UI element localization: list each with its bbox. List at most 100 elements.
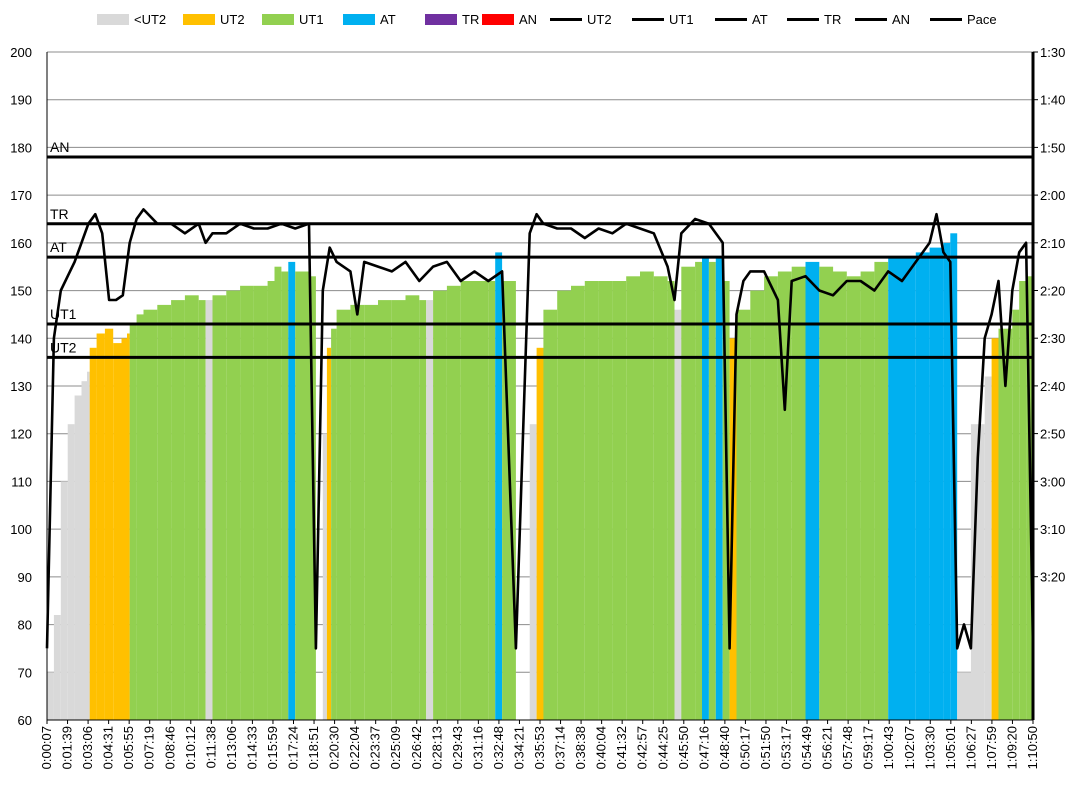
x-tick-label: 0:29:43 xyxy=(450,726,465,769)
hr-bar xyxy=(991,338,999,720)
hr-bar xyxy=(378,300,392,720)
hr-bar xyxy=(626,276,640,720)
hr-bar xyxy=(274,266,282,720)
x-tick-label: 0:50:17 xyxy=(737,726,752,769)
hr-bar xyxy=(336,309,351,720)
hr-bar xyxy=(529,424,537,720)
x-tick-label: 0:07:19 xyxy=(142,726,157,769)
x-tick-label: 1:03:30 xyxy=(922,726,937,769)
hr-bar xyxy=(212,295,227,720)
y-left-tick-label: 180 xyxy=(10,140,32,155)
hr-bar xyxy=(281,271,289,720)
y-left-tick-label: 130 xyxy=(10,379,32,394)
y-left-tick-label: 150 xyxy=(10,284,32,299)
legend-label: TR xyxy=(824,12,841,27)
x-tick-label: 0:13:06 xyxy=(224,726,239,769)
hr-bar xyxy=(998,328,1013,720)
hr-bar xyxy=(89,347,97,720)
x-tick-label: 0:18:51 xyxy=(306,726,321,769)
hr-bar xyxy=(888,257,902,720)
x-tick-label: 1:05:01 xyxy=(943,726,958,769)
hr-bar xyxy=(322,433,327,720)
hr-bar xyxy=(681,266,696,720)
hr-bar xyxy=(653,276,668,720)
hr-bar xyxy=(695,261,702,720)
x-tick-label: 0:00:07 xyxy=(39,726,54,769)
x-tick-label: 0:25:09 xyxy=(388,726,403,769)
zone-line-label: AT xyxy=(50,239,67,255)
hr-bar xyxy=(253,285,268,720)
hr-bar xyxy=(433,290,447,720)
hr-bar xyxy=(667,281,675,720)
hr-bar xyxy=(571,285,585,720)
legend-label: UT2 xyxy=(587,12,612,27)
y-right-tick-label: 3:20 xyxy=(1040,570,1065,585)
hr-bar xyxy=(715,257,723,720)
hr-bar xyxy=(1019,281,1027,720)
y-right-tick-label: 2:10 xyxy=(1040,236,1065,251)
axes: 60 70 80 90 100 110 120 130 140 150 160 170 180 190 20… xyxy=(10,45,1065,769)
x-tick-label: 1:06:27 xyxy=(963,726,978,769)
legend-swatch xyxy=(482,14,514,25)
x-tick-label: 0:37:14 xyxy=(553,726,568,769)
y-right-tick-label: 1:40 xyxy=(1040,93,1065,108)
hr-bar xyxy=(674,309,682,720)
y-left-tick-label: 60 xyxy=(18,713,32,728)
hr-bar xyxy=(708,261,716,720)
hr-bar xyxy=(136,314,144,720)
x-tick-label: 0:56:21 xyxy=(820,726,835,769)
hr-bar xyxy=(860,271,875,720)
hr-bar xyxy=(957,672,971,720)
legend-swatch xyxy=(262,14,294,25)
hr-bar xyxy=(984,376,992,720)
y-left-tick-label: 110 xyxy=(11,474,32,489)
legend-label: AT xyxy=(752,12,768,27)
hr-bar xyxy=(364,304,378,720)
x-tick-label: 0:38:38 xyxy=(573,726,588,769)
x-tick-label: 0:14:33 xyxy=(244,726,259,769)
hr-bar xyxy=(157,304,172,720)
hr-bar xyxy=(1012,309,1020,720)
hr-bar xyxy=(87,371,90,720)
hr-bar xyxy=(915,252,930,720)
legend-swatch xyxy=(425,14,457,25)
hr-bar xyxy=(350,304,365,720)
legend-label: UT1 xyxy=(669,12,694,27)
hr-bar xyxy=(460,281,475,720)
x-tick-label: 0:28:13 xyxy=(429,726,444,769)
hr-bar xyxy=(104,328,114,720)
hr-bar xyxy=(446,285,461,720)
y-left-tick-label: 160 xyxy=(10,236,32,251)
x-tick-label: 0:05:55 xyxy=(121,726,136,769)
hr-bar xyxy=(47,672,54,720)
hr-bar xyxy=(295,271,309,720)
y-left-tick-label: 90 xyxy=(18,570,32,585)
zone-line-label: TR xyxy=(50,206,69,222)
hr-bar xyxy=(143,309,158,720)
hr-bar xyxy=(536,347,544,720)
x-tick-label: 1:10:50 xyxy=(1025,726,1040,769)
hr-bar xyxy=(750,290,765,720)
y-right-tick-label: 3:10 xyxy=(1040,522,1065,537)
x-tick-label: 0:01:39 xyxy=(60,726,75,769)
x-tick-label: 0:48:40 xyxy=(717,726,732,769)
y-right-tick-label: 2:00 xyxy=(1040,188,1065,203)
zone-line-label: AN xyxy=(50,139,69,155)
hr-bar xyxy=(488,281,496,720)
x-tick-label: 1:00:43 xyxy=(881,726,896,769)
x-tick-label: 0:10:12 xyxy=(183,726,198,769)
chart-legend: <UT2 UT2 UT1 AT TR AN UT2 UT1 AT TR AN Pace xyxy=(97,12,997,27)
y-left-tick-label: 80 xyxy=(18,618,32,633)
y-right-tick-label: 1:30 xyxy=(1040,45,1065,60)
hr-bar xyxy=(929,247,944,720)
hr-bar xyxy=(640,271,654,720)
hr-bar xyxy=(184,295,199,720)
x-tick-label: 1:07:59 xyxy=(984,726,999,769)
x-tick-label: 0:04:31 xyxy=(101,726,116,769)
legend-label: TR xyxy=(462,12,479,27)
legend-swatch xyxy=(343,14,375,25)
legend-swatch xyxy=(97,14,129,25)
x-tick-label: 0:41:32 xyxy=(614,726,629,769)
hr-bar xyxy=(736,309,751,720)
zone-reference-lines: AN TR AT UT1 UT2 xyxy=(47,139,1033,359)
